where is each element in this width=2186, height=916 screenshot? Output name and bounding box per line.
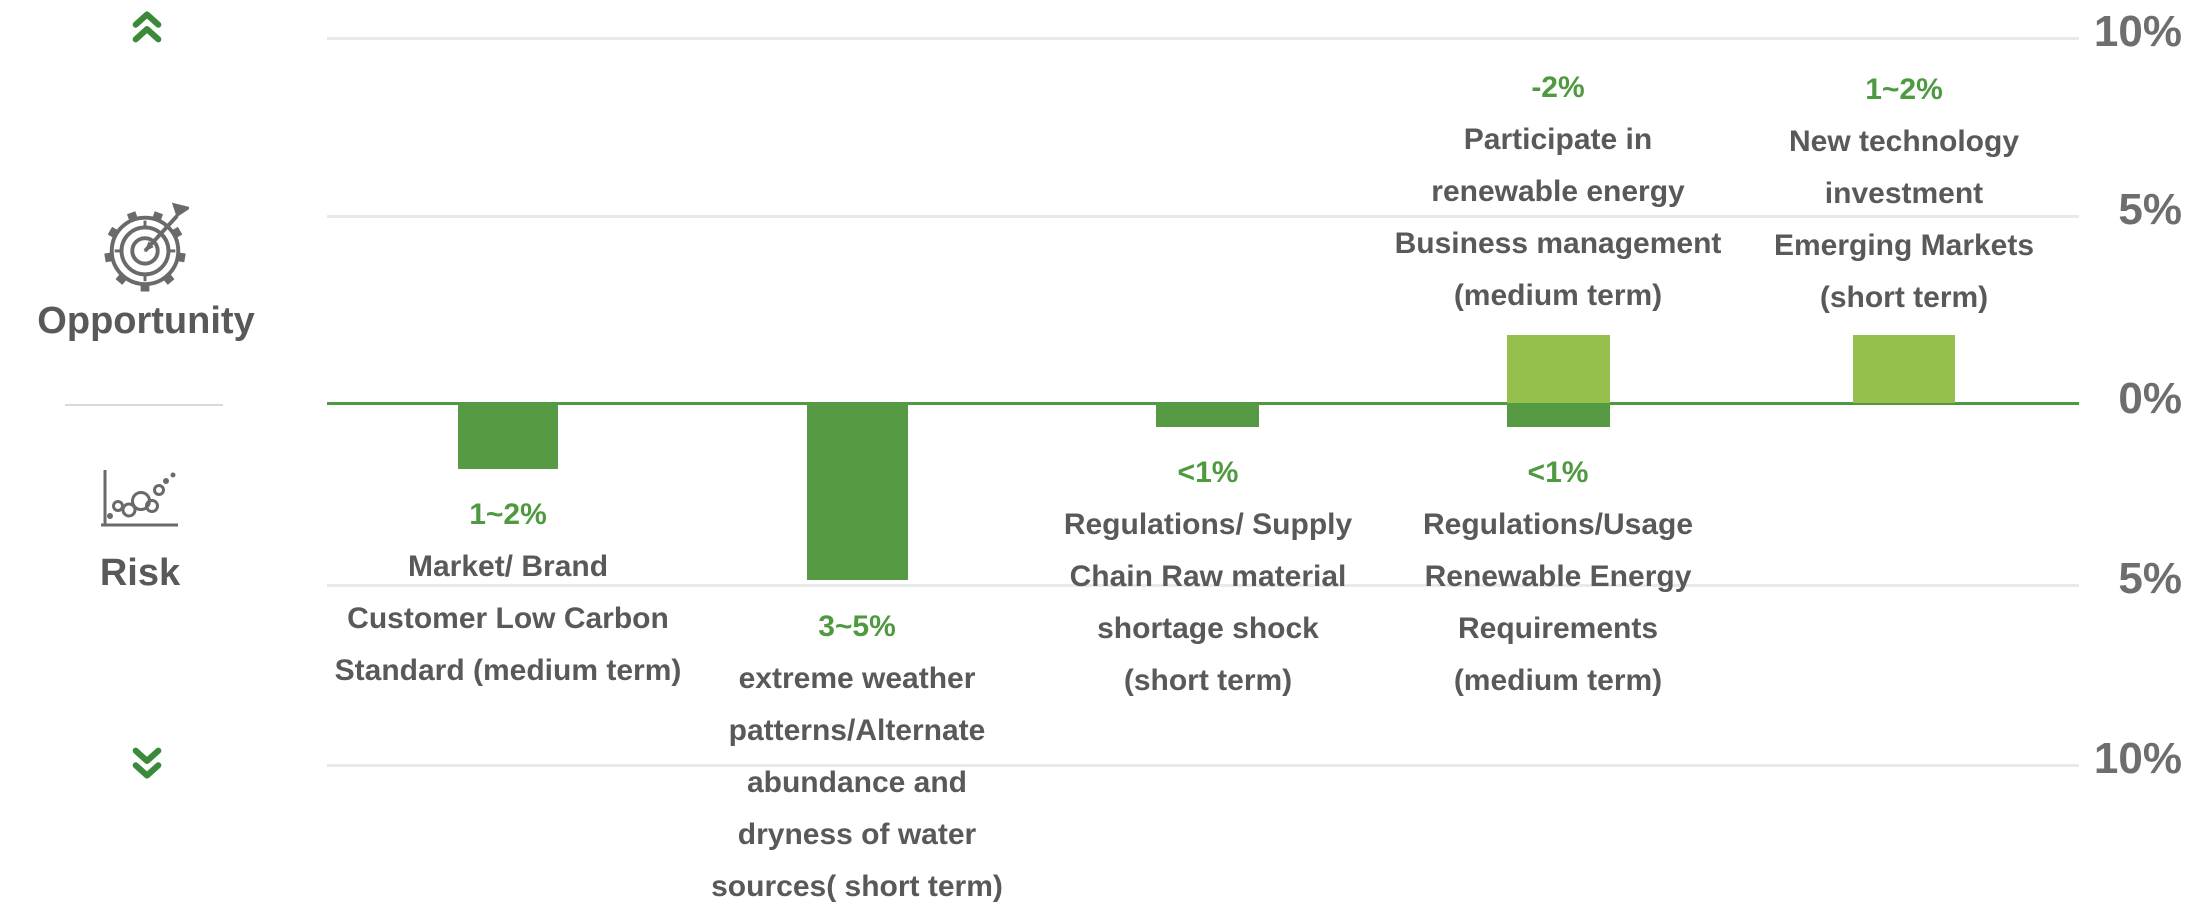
label-line: Renewable Energy — [1424, 560, 1692, 593]
opportunity-gear-target-icon — [101, 200, 189, 294]
label-line: Participate in — [1463, 123, 1653, 156]
label-extreme-weather-risk: 3~5% extreme weather patterns/Alternate … — [627, 601, 1087, 913]
label-line: New technology — [1788, 125, 2020, 158]
gridline-plus-5 — [327, 215, 2079, 218]
y-tick-plus-10: 10% — [2093, 7, 2182, 56]
label-line: Requirements — [1457, 612, 1659, 645]
label-line: Standard (medium term) — [334, 654, 682, 687]
bar-renewable-participation-opportunity — [1507, 335, 1610, 403]
label-line: Market/ Brand — [407, 550, 609, 583]
value-label: 1~2% — [1865, 73, 1943, 106]
gridline-plus-10 — [327, 37, 2079, 40]
value-label: <1% — [1527, 456, 1589, 489]
risk-label: Risk — [99, 552, 181, 594]
label-line: extreme weather — [738, 662, 976, 695]
label-renewable-participation-opportunity: -2% Participate in renewable energy Busi… — [1328, 62, 1788, 322]
label-line: Business management — [1394, 227, 1722, 260]
label-new-technology-opportunity: 1~2% New technology investment Emerging … — [1674, 64, 2134, 324]
y-tick-minus-5: 5% — [2118, 554, 2182, 603]
risk-scatter-chart-icon — [98, 466, 182, 532]
gridline-minus-10 — [327, 764, 2079, 767]
label-line: (short term) — [1123, 664, 1293, 697]
label-line: Customer Low Carbon — [347, 602, 669, 635]
y-tick-minus-10: 10% — [2093, 734, 2182, 783]
label-line: (medium term) — [1453, 279, 1663, 312]
bar-new-technology-opportunity — [1853, 335, 1955, 403]
label-line: Regulations/Usage — [1422, 508, 1694, 541]
gridline-minus-5 — [327, 584, 2079, 587]
value-label: <1% — [1177, 456, 1239, 489]
double-chevron-up-icon — [131, 10, 163, 46]
y-tick-zero: 0% — [2118, 374, 2182, 423]
label-line: investment — [1824, 177, 1984, 210]
double-chevron-down-icon — [131, 744, 163, 780]
label-supply-chain-risk: <1% Regulations/ Supply Chain Raw materi… — [978, 447, 1438, 707]
label-line: Chain Raw material — [1069, 560, 1347, 593]
label-line: sources( short term) — [711, 870, 1003, 903]
label-market-brand-risk: 1~2% Market/ Brand Customer Low Carbon S… — [278, 489, 738, 697]
label-line: (medium term) — [1453, 664, 1663, 697]
label-line: (short term) — [1819, 281, 1989, 314]
opportunity-label: Opportunity — [37, 300, 255, 342]
value-label: 1~2% — [469, 498, 547, 531]
label-line: dryness of water — [737, 818, 977, 851]
value-label: 3~5% — [818, 610, 896, 643]
label-line: Emerging Markets — [1773, 229, 2035, 262]
label-line: Regulations/ Supply — [1063, 508, 1353, 541]
label-line: shortage shock — [1097, 612, 1319, 645]
label-line: patterns/Alternate — [728, 714, 986, 747]
label-line: abundance and — [746, 766, 968, 799]
value-label: -2% — [1531, 71, 1585, 104]
bar-extreme-weather-risk — [807, 403, 908, 580]
opportunity-risk-divider — [65, 404, 223, 406]
label-line: renewable energy — [1431, 175, 1685, 208]
bar-supply-chain-risk — [1156, 403, 1259, 427]
label-renewable-usage-risk: <1% Regulations/Usage Renewable Energy R… — [1328, 447, 1788, 707]
bar-market-brand-risk — [458, 403, 558, 469]
y-tick-plus-5: 5% — [2118, 185, 2182, 234]
bar-renewable-usage-risk — [1507, 403, 1610, 427]
